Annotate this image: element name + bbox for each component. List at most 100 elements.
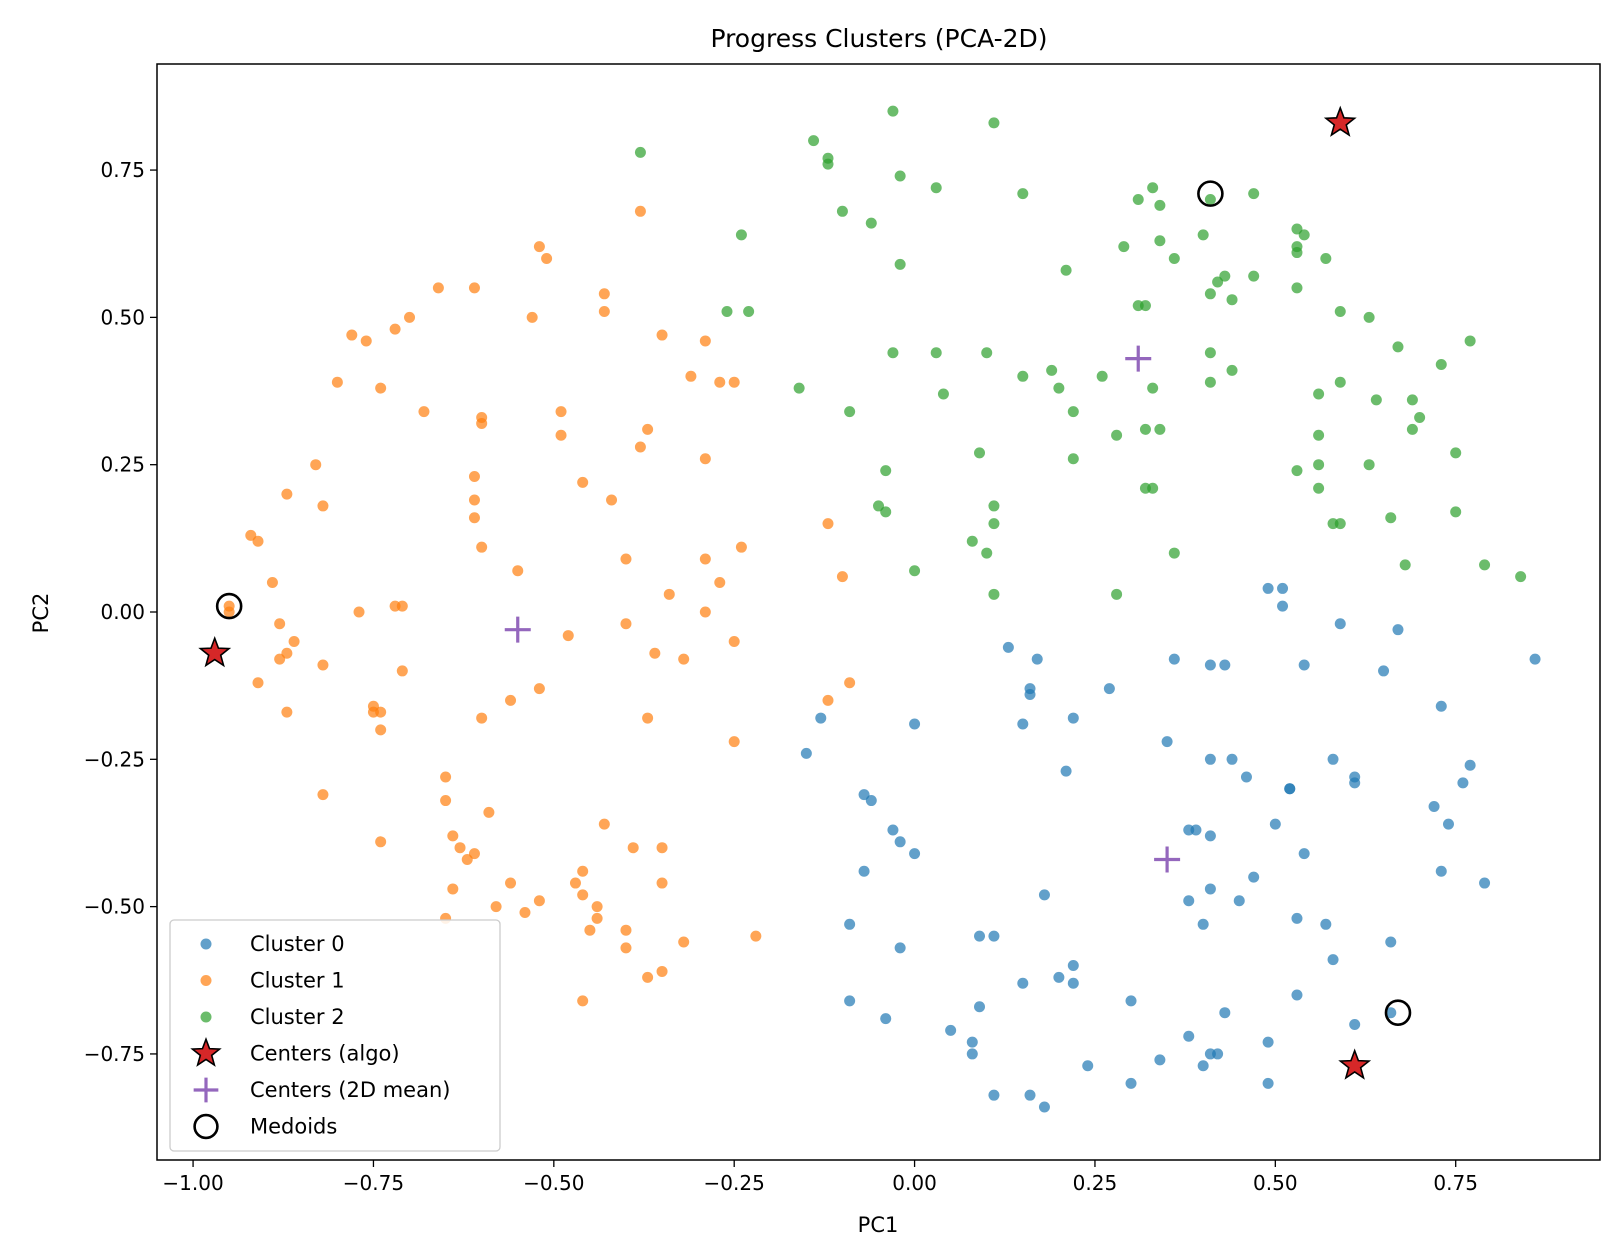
series-cluster-0 xyxy=(800,582,1541,1113)
data-point xyxy=(728,376,740,388)
data-point xyxy=(440,795,452,807)
data-point xyxy=(1017,370,1029,382)
x-tick-label: −0.75 xyxy=(343,1171,404,1195)
data-point xyxy=(1111,588,1123,600)
data-point xyxy=(1154,423,1166,435)
data-point xyxy=(331,376,343,388)
data-point xyxy=(252,535,264,547)
data-point xyxy=(815,712,827,724)
y-axis: −0.75 −0.50 −0.25 0.00 0.25 0.50 0.75 xyxy=(84,158,157,1066)
data-point xyxy=(714,577,726,589)
data-point xyxy=(930,182,942,194)
data-point xyxy=(1082,1060,1094,1072)
series-medoids xyxy=(215,180,1412,1026)
x-tick-label: 0.00 xyxy=(892,1171,937,1195)
data-point xyxy=(389,323,401,335)
data-point xyxy=(634,205,646,217)
legend-marker xyxy=(200,1011,212,1023)
data-point xyxy=(1450,506,1462,518)
data-point xyxy=(1442,818,1454,830)
legend-marker xyxy=(190,1036,222,1067)
data-point xyxy=(865,217,877,229)
data-point xyxy=(981,547,993,559)
x-tick-label: 0.50 xyxy=(1253,1171,1298,1195)
data-point xyxy=(721,305,733,317)
data-point xyxy=(714,376,726,388)
data-point xyxy=(642,423,654,435)
data-point xyxy=(1479,559,1491,571)
data-point xyxy=(1298,659,1310,671)
data-point xyxy=(505,694,517,706)
data-point xyxy=(1067,406,1079,418)
data-point xyxy=(1298,229,1310,241)
y-tick-label: 0.50 xyxy=(100,305,145,329)
data-point xyxy=(468,282,480,294)
data-point xyxy=(836,205,848,217)
data-point xyxy=(1067,453,1079,465)
data-point xyxy=(945,1024,957,1036)
data-point xyxy=(1320,918,1332,930)
data-point xyxy=(360,335,372,347)
data-point xyxy=(375,836,387,848)
data-point xyxy=(844,677,856,689)
data-point xyxy=(476,541,488,553)
data-point xyxy=(1277,600,1289,612)
data-point xyxy=(793,382,805,394)
series-cluster-1 xyxy=(223,205,856,1007)
data-point xyxy=(577,995,589,1007)
x-axis: −1.00 −0.75 −0.50 −0.25 0.00 0.25 0.50 0.75 xyxy=(162,1160,1478,1195)
data-point xyxy=(1291,282,1303,294)
data-point xyxy=(505,877,517,889)
data-point xyxy=(1435,359,1447,371)
data-point xyxy=(699,553,711,565)
data-point xyxy=(620,924,632,936)
data-point xyxy=(988,117,1000,129)
data-point xyxy=(1414,412,1426,424)
legend-item: Medoids xyxy=(193,1113,337,1140)
data-point xyxy=(1349,777,1361,789)
data-point xyxy=(894,942,906,954)
x-tick-label: 0.75 xyxy=(1433,1171,1478,1195)
data-point xyxy=(1219,659,1231,671)
data-point xyxy=(1147,482,1159,494)
data-point xyxy=(1038,889,1050,901)
data-point xyxy=(1226,364,1238,376)
data-point xyxy=(1363,311,1375,323)
data-point xyxy=(678,653,690,665)
data-point xyxy=(598,288,610,300)
data-point xyxy=(1320,252,1332,264)
data-point xyxy=(966,1048,978,1060)
x-tick-label: −0.25 xyxy=(704,1171,765,1195)
data-point xyxy=(591,912,603,924)
data-point xyxy=(483,806,495,818)
data-point xyxy=(1002,641,1014,653)
data-point xyxy=(1154,199,1166,211)
data-point xyxy=(1313,482,1325,494)
data-point xyxy=(1277,582,1289,594)
data-point xyxy=(1399,559,1411,571)
data-point xyxy=(1147,382,1159,394)
y-tick-label: 0.75 xyxy=(100,158,145,182)
data-point xyxy=(930,347,942,359)
data-point xyxy=(1248,188,1260,200)
data-point xyxy=(555,429,567,441)
data-point xyxy=(541,252,553,264)
data-point xyxy=(800,747,812,759)
data-point xyxy=(1334,376,1346,388)
data-point xyxy=(1118,241,1130,253)
series-cluster-2 xyxy=(634,105,1527,600)
y-tick-label: −0.50 xyxy=(84,895,145,919)
data-point xyxy=(909,718,921,730)
y-tick-label: 0.00 xyxy=(100,600,145,624)
data-point xyxy=(418,406,430,418)
data-point xyxy=(1204,347,1216,359)
data-point xyxy=(1240,771,1252,783)
data-point xyxy=(1197,229,1209,241)
data-point xyxy=(1313,429,1325,441)
data-point xyxy=(1262,582,1274,594)
data-point xyxy=(468,512,480,524)
data-point xyxy=(620,553,632,565)
data-point xyxy=(504,616,531,643)
data-point xyxy=(396,600,408,612)
data-point xyxy=(519,907,531,919)
